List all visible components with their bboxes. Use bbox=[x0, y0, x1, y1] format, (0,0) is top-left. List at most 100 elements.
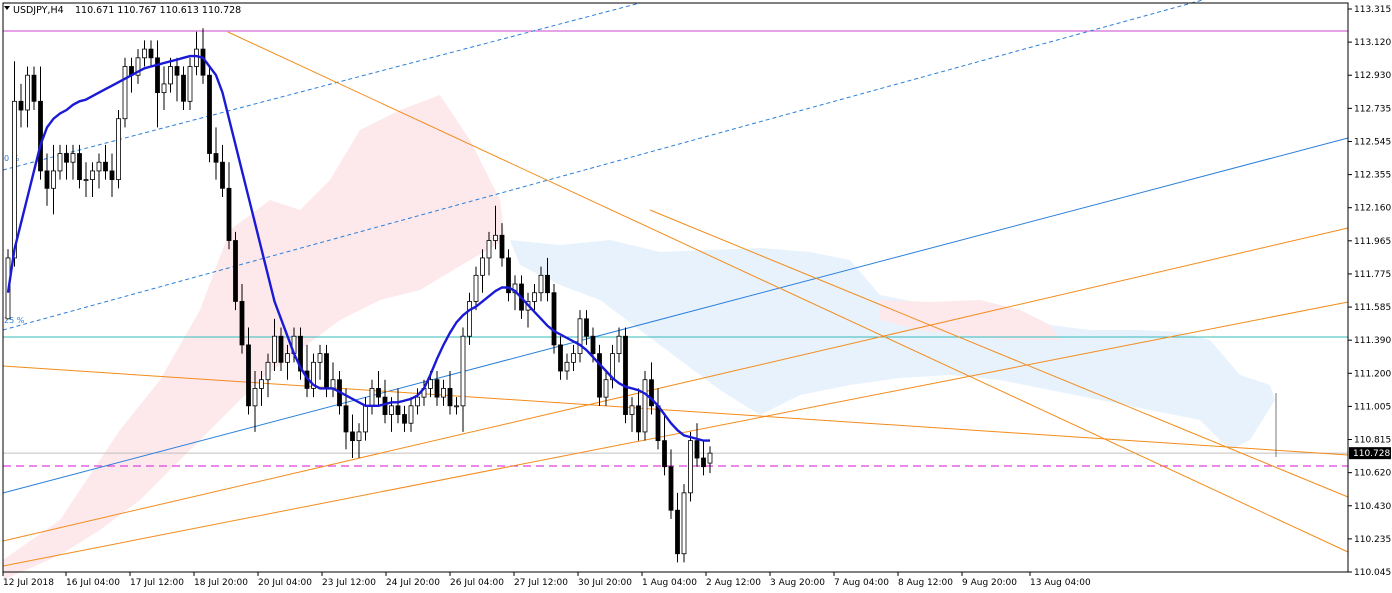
candle-bear bbox=[200, 48, 206, 76]
candle-bear bbox=[623, 335, 628, 415]
time-tick-label: 12 Jul 2018 bbox=[3, 578, 54, 588]
candle-bull bbox=[603, 379, 609, 398]
current-price-box bbox=[1349, 447, 1391, 460]
price-tick-label: 111.585 bbox=[1354, 303, 1391, 313]
moving-average-line bbox=[6, 54, 710, 442]
candle-bull bbox=[83, 179, 89, 182]
candle-bear bbox=[343, 405, 349, 433]
candle-bull bbox=[532, 292, 537, 302]
candle-bear bbox=[701, 457, 706, 468]
price-tick-label: 112.545 bbox=[1354, 137, 1391, 147]
time-tick-label: 8 Aug 12:00 bbox=[898, 578, 953, 588]
candle-bull bbox=[317, 353, 323, 363]
candle-bear bbox=[181, 74, 186, 102]
candle-bull bbox=[428, 379, 433, 389]
dropdown-arrow-icon[interactable] bbox=[4, 6, 10, 10]
time-tick-label: 20 Jul 04:00 bbox=[258, 578, 312, 588]
candle-bear bbox=[324, 353, 329, 389]
candle-bull bbox=[577, 318, 583, 355]
candle-bull bbox=[135, 57, 141, 76]
candle-bear bbox=[226, 187, 232, 241]
candle-bull bbox=[252, 388, 258, 407]
candle-bear bbox=[44, 170, 50, 189]
candle-bull bbox=[486, 240, 492, 259]
candle-bull bbox=[493, 234, 498, 241]
candle-bear bbox=[103, 161, 108, 172]
trendline-3 bbox=[2, 365, 1349, 456]
candle-bull bbox=[571, 353, 576, 363]
candle-bull bbox=[142, 48, 147, 59]
candle-bear bbox=[694, 440, 700, 459]
price-tick-label: 111.965 bbox=[1354, 237, 1391, 247]
channel-dashed-line-1 bbox=[2, 0, 1205, 331]
price-tick-label: 111.775 bbox=[1354, 270, 1391, 280]
candle-bull bbox=[272, 335, 277, 363]
candle-bull bbox=[389, 405, 394, 415]
candle-bull bbox=[408, 405, 414, 424]
candle-bull bbox=[168, 66, 173, 85]
candle-bear bbox=[239, 301, 245, 346]
candle-bull bbox=[311, 361, 316, 389]
candle-bull bbox=[415, 396, 420, 407]
candle-bull bbox=[51, 170, 56, 189]
candle-bull bbox=[629, 405, 635, 415]
candle-bull bbox=[285, 353, 290, 363]
candle-bull bbox=[610, 353, 615, 381]
candle-bull bbox=[538, 274, 544, 294]
candle-bear bbox=[233, 240, 238, 302]
candle-bear bbox=[148, 48, 154, 59]
candle-bull bbox=[90, 170, 95, 181]
time-tick-label: 27 Jul 12:00 bbox=[514, 578, 568, 588]
candle-bull bbox=[460, 335, 466, 407]
price-tick-label: 110.815 bbox=[1354, 436, 1391, 446]
candle-bull bbox=[265, 361, 271, 381]
ohlc-readout: 110.671 110.767 110.613 110.728 bbox=[75, 5, 241, 16]
candle-bull bbox=[330, 379, 336, 389]
candle-bear bbox=[506, 257, 511, 294]
candle-bear bbox=[590, 335, 596, 355]
candle-bear bbox=[636, 405, 641, 433]
price-tick-label: 113.315 bbox=[1354, 5, 1391, 15]
candle-bear bbox=[64, 153, 69, 163]
time-tick-label: 17 Jul 12:00 bbox=[130, 578, 184, 588]
fib-label-25: 25 % bbox=[4, 316, 25, 325]
candle-bull bbox=[441, 388, 446, 398]
candle-bear bbox=[246, 344, 251, 407]
price-tick-label: 113.120 bbox=[1354, 38, 1391, 48]
price-tick-label: 110.045 bbox=[1354, 568, 1391, 578]
candle-bull bbox=[642, 379, 648, 433]
candle-bull bbox=[187, 66, 193, 102]
time-tick-label: 16 Jul 04:00 bbox=[66, 578, 120, 588]
candle-bear bbox=[434, 379, 440, 398]
candle-bear bbox=[545, 274, 550, 294]
time-tick-label: 9 Aug 20:00 bbox=[962, 578, 1017, 588]
candle-bear bbox=[213, 153, 219, 163]
candle-bull bbox=[363, 405, 368, 433]
time-tick-label: 26 Jul 04:00 bbox=[450, 578, 504, 588]
trendline-2 bbox=[2, 301, 1349, 567]
candle-bull bbox=[707, 452, 713, 464]
current-price-label: 110.728 bbox=[1353, 449, 1390, 459]
candle-bull bbox=[369, 388, 375, 407]
candle-bull bbox=[161, 83, 167, 94]
candle-bull bbox=[116, 118, 121, 181]
candle-bull bbox=[70, 153, 76, 163]
candle-bear bbox=[109, 170, 115, 181]
candle-bull bbox=[25, 74, 30, 111]
price-tick-label: 111.390 bbox=[1354, 336, 1391, 346]
price-tick-label: 112.735 bbox=[1354, 104, 1391, 114]
candle-bull bbox=[616, 335, 622, 355]
candle-bull bbox=[12, 100, 17, 259]
cloud-bullish bbox=[510, 240, 1275, 450]
candle-bear bbox=[675, 509, 680, 555]
trendline-5 bbox=[649, 209, 1349, 498]
candle-bear bbox=[447, 388, 453, 407]
time-tick-label: 13 Aug 04:00 bbox=[1030, 578, 1091, 588]
candle-bear bbox=[38, 100, 43, 172]
cloud-bearish-2 bbox=[880, 300, 1060, 340]
time-tick-label: 3 Aug 20:00 bbox=[770, 578, 825, 588]
candle-bear bbox=[207, 74, 212, 154]
price-tick-label: 110.430 bbox=[1354, 502, 1391, 512]
candle-bear bbox=[649, 379, 654, 407]
